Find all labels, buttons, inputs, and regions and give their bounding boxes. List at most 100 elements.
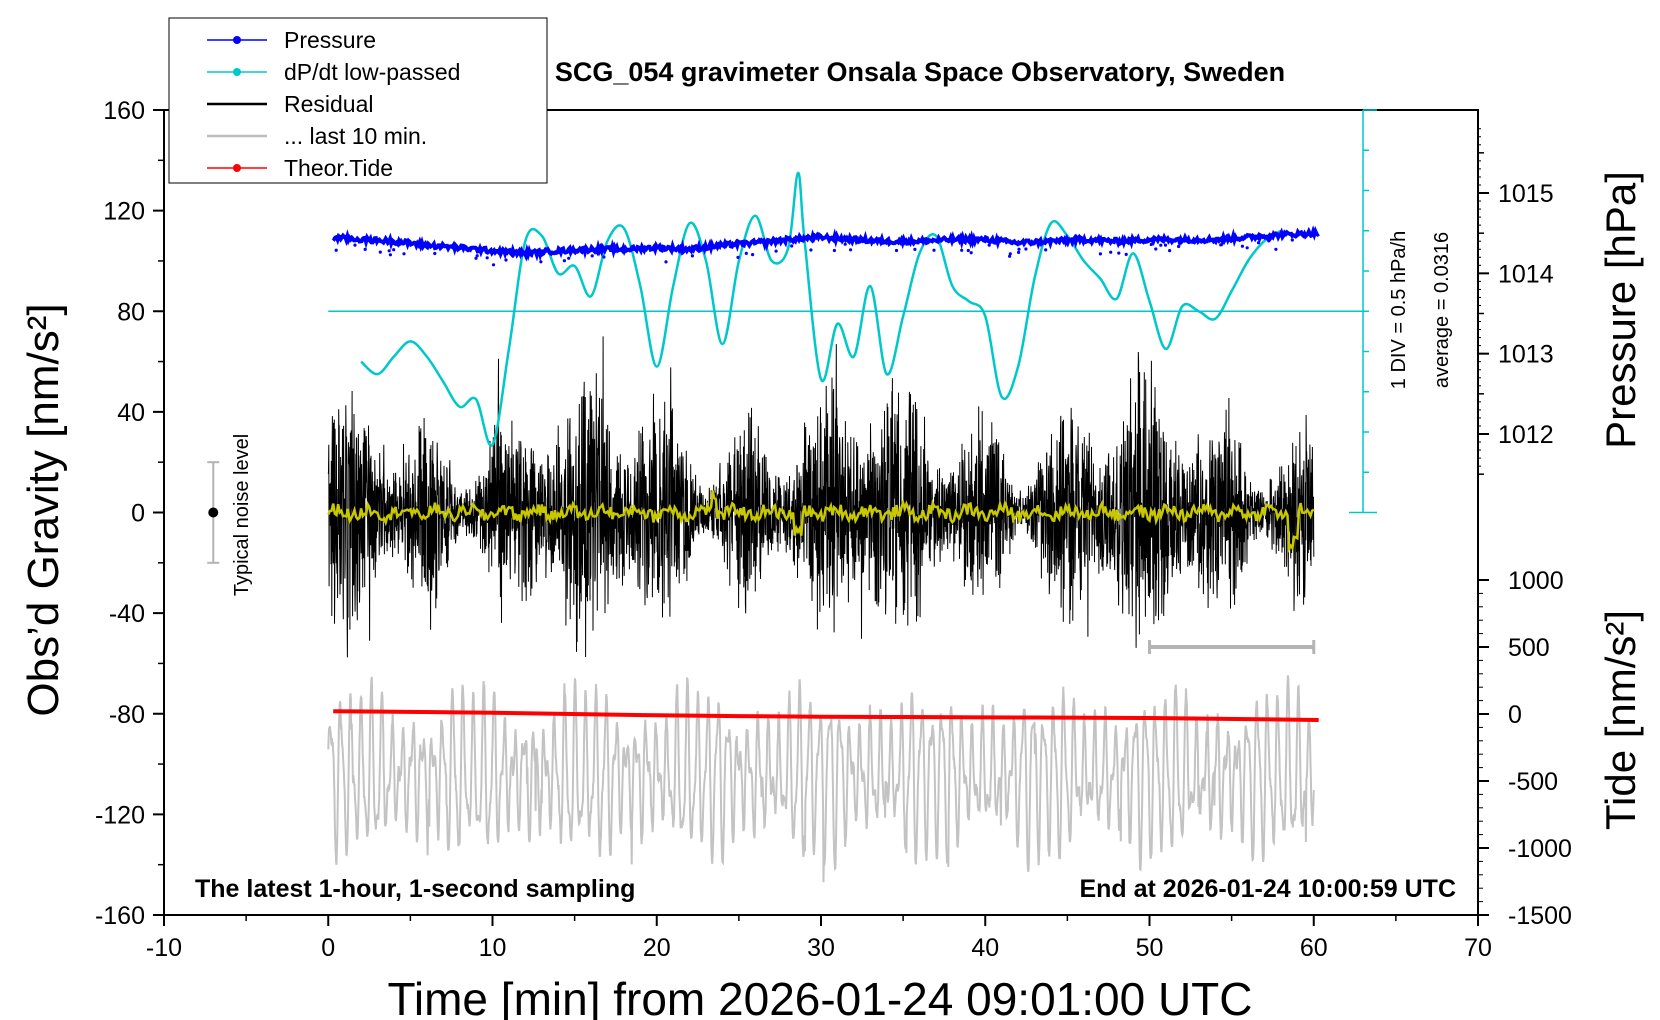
- y-tick-label: 160: [103, 97, 145, 125]
- pressure-point: [1149, 242, 1153, 247]
- y-tick-label: 80: [117, 298, 145, 326]
- x-tick-label: 70: [1464, 934, 1492, 962]
- pressure-point: [736, 255, 740, 259]
- smoothed-residual-line: [327, 490, 1315, 553]
- pressure-point: [966, 248, 970, 253]
- pressure-point: [664, 260, 668, 264]
- pressure-point: [392, 248, 396, 252]
- pressure-point: [363, 247, 367, 251]
- pressure-point: [378, 250, 382, 254]
- pressure-point: [590, 254, 594, 258]
- pressure-point: [849, 248, 853, 252]
- pressure-point: [602, 255, 606, 259]
- pressure-series: [331, 225, 1320, 267]
- pressure-point: [388, 253, 392, 257]
- y-axis-label-gravity: Obs’d Gravity [nm/s²]: [19, 303, 68, 716]
- end-time-note: End at 2026-01-24 10:00:59 UTC: [1079, 875, 1456, 903]
- pressure-point: [353, 243, 357, 247]
- theor-tide-line: [333, 709, 1319, 722]
- legend-marker: [233, 68, 241, 76]
- legend-marker: [233, 36, 241, 44]
- pressure-point: [433, 251, 437, 256]
- pressure-point: [1290, 238, 1294, 242]
- pressure-point: [474, 256, 478, 260]
- y-tick-label: 120: [103, 198, 145, 226]
- x-tick-label: 10: [479, 934, 507, 962]
- sampling-note: The latest 1-hour, 1-second sampling: [195, 875, 635, 903]
- last-10-min-line: [327, 675, 1315, 883]
- pressure-point: [1159, 243, 1163, 247]
- average-label: average = 0.0316: [1431, 232, 1453, 388]
- pressure-point: [1154, 247, 1158, 251]
- x-tick-label: 40: [971, 934, 999, 962]
- annotation-layer: [207, 109, 1378, 654]
- pressure-point: [1017, 247, 1021, 251]
- pressure-point: [751, 253, 755, 257]
- pressure-point: [932, 248, 936, 252]
- pressure-point: [567, 256, 571, 260]
- tide-tick-label: 1000: [1508, 567, 1564, 595]
- pressure-point: [504, 258, 508, 262]
- pressure-point: [491, 263, 496, 267]
- axes-layer: -10 0 10 20 30 40 50 60 70 -160 -120 -80 -40 0 40 80 120…: [95, 97, 1572, 962]
- legend-label: Theor.Tide: [284, 155, 393, 181]
- y-tick-label: 40: [117, 399, 145, 427]
- pressure-point: [1245, 246, 1249, 250]
- pressure-point: [690, 254, 695, 258]
- pressure-point: [1117, 251, 1121, 255]
- x-tick-label: 50: [1136, 934, 1164, 962]
- smoothed-residual-series: [327, 490, 1315, 553]
- legend-box: [168, 17, 548, 184]
- pressure-point: [960, 248, 964, 252]
- theor-tide-series: [333, 709, 1319, 722]
- pressure-point: [1219, 243, 1223, 247]
- noise-level-label: Typical noise level: [231, 434, 253, 596]
- pressure-point: [744, 251, 748, 255]
- pressure-point: [485, 256, 489, 260]
- pressure-point: [1256, 241, 1261, 245]
- pressure-point: [1177, 244, 1181, 249]
- pressure-point: [1008, 252, 1012, 256]
- pressure-point: [1124, 252, 1128, 256]
- pressure-point: [1163, 243, 1168, 247]
- pressure-point: [1109, 250, 1113, 254]
- pressure-point: [774, 249, 778, 253]
- pressure-point: [1024, 247, 1028, 251]
- noise-bar-center: [208, 507, 219, 518]
- pressure-point: [832, 248, 837, 253]
- pressure-point: [790, 244, 794, 248]
- tide-tick-label: -1500: [1508, 902, 1572, 930]
- pressure-point: [1017, 250, 1021, 254]
- pressure-line: [331, 225, 1320, 262]
- pressure-point: [539, 260, 543, 264]
- pressure-point: [1008, 254, 1012, 258]
- pressure-point: [1240, 244, 1244, 248]
- y-tick-label: -160: [95, 902, 145, 930]
- x-tick-label: 0: [321, 934, 335, 962]
- pressure-point: [1274, 247, 1278, 251]
- pressure-tick-label: 1014: [1498, 260, 1554, 288]
- x-tick-label: 30: [807, 934, 835, 962]
- pressure-tick-label: 1012: [1498, 421, 1554, 449]
- pressure-point: [987, 243, 991, 247]
- pressure-point: [913, 247, 917, 251]
- pressure-point: [475, 254, 479, 258]
- pressure-tick-label: 1013: [1498, 341, 1554, 369]
- tide-tick-label: -500: [1508, 768, 1558, 796]
- tide-tick-label: 500: [1508, 634, 1550, 662]
- pressure-point: [843, 242, 847, 246]
- tide-tick-label: -1000: [1508, 835, 1572, 863]
- dpdt-line: [360, 171, 1282, 447]
- pressure-point: [1168, 249, 1172, 253]
- x-tick-label: 60: [1300, 934, 1328, 962]
- residual-series: [327, 336, 1315, 658]
- pressure-point: [562, 259, 567, 263]
- legend-label: dP/dt low-passed: [284, 59, 460, 85]
- pressure-point: [387, 249, 391, 253]
- pressure-point: [1044, 248, 1048, 252]
- legend: Pressure dP/dt low-passed Residual ... last…: [168, 17, 548, 184]
- pressure-point: [1267, 239, 1271, 243]
- legend-label: Residual: [284, 91, 374, 117]
- chart-title: SCG_054 gravimeter Onsala Space Observat…: [555, 57, 1285, 87]
- x-tick-label: 20: [643, 934, 671, 962]
